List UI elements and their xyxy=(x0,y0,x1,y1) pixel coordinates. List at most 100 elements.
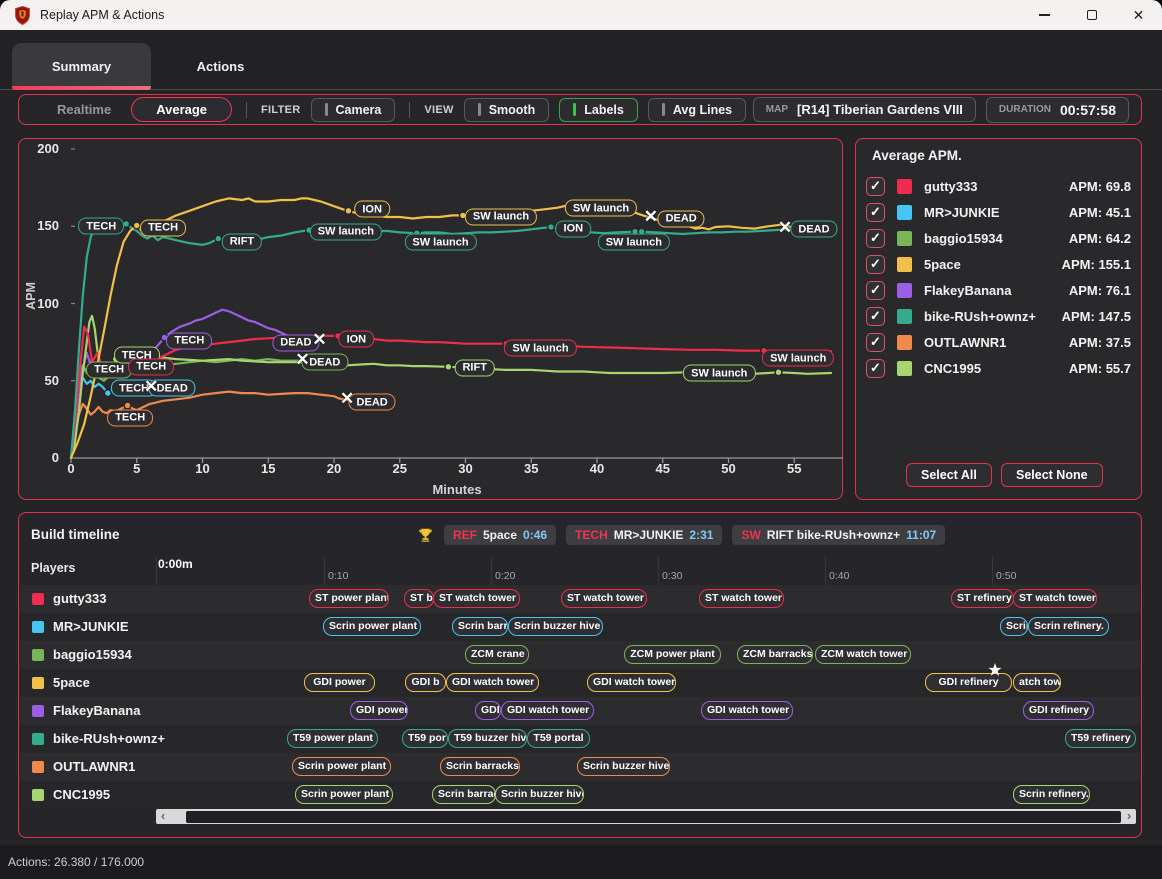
build-event-chip[interactable]: Scrin power plant xyxy=(292,757,391,776)
build-event-chip[interactable]: ST watch tower xyxy=(561,589,647,608)
build-event-chip[interactable]: Scrin xyxy=(1000,617,1028,636)
build-event-chip[interactable]: ST power plant xyxy=(309,589,389,608)
x-tick-label: 0 xyxy=(56,461,86,476)
build-event-chip[interactable]: GDI watch tower xyxy=(446,673,539,692)
build-event-chip[interactable]: T59 refinery xyxy=(1065,729,1136,748)
build-event-chip[interactable]: GDI xyxy=(475,701,501,720)
build-event-chip[interactable]: Scrin barracks xyxy=(440,757,520,776)
player-checkbox[interactable]: ✓ xyxy=(866,281,885,300)
y-tick-label: 0 xyxy=(27,450,59,465)
x-tick-label: 35 xyxy=(516,461,546,476)
build-event-chip[interactable]: Scrin buzzer hive xyxy=(508,617,603,636)
player-color-swatch xyxy=(897,335,912,350)
build-event-chip[interactable]: Scrin refinery. xyxy=(1028,617,1109,636)
event-label-chip: SW launch xyxy=(762,350,834,367)
maximize-button[interactable] xyxy=(1068,0,1115,30)
x-tick-label: 55 xyxy=(779,461,809,476)
trophy-icon xyxy=(417,527,434,544)
star-cursor-icon xyxy=(988,663,1002,682)
build-event-chip[interactable]: ST watch tower xyxy=(1013,589,1097,608)
y-tick-label: 100 xyxy=(27,296,59,311)
build-event-chip[interactable]: GDI power xyxy=(304,673,375,692)
build-event-chip[interactable]: ZCM crane xyxy=(465,645,529,664)
player-apm-value: APM: 76.1 xyxy=(1069,283,1131,298)
build-event-chip[interactable]: ST watch tower xyxy=(699,589,784,608)
toggle-indicator-icon xyxy=(662,103,665,116)
smooth-toggle-button[interactable]: Smooth xyxy=(464,98,550,122)
player-checkbox[interactable]: ✓ xyxy=(866,229,885,248)
player-checkbox[interactable]: ✓ xyxy=(866,307,885,326)
build-event-chip[interactable]: T59 por xyxy=(402,729,448,748)
y-tick-label: 200 xyxy=(27,141,59,156)
timeline-tick-label: 0:20 xyxy=(495,570,515,582)
player-apm-value: APM: 64.2 xyxy=(1069,231,1131,246)
build-event-chip[interactable]: Scrin power plant xyxy=(295,785,393,804)
camera-filter-button[interactable]: Camera xyxy=(311,98,396,122)
build-event-chip[interactable]: Scrin buzzer hive xyxy=(577,757,670,776)
build-event-chip[interactable]: ZCM barracks xyxy=(737,645,813,664)
scroll-left-icon[interactable]: ‹ xyxy=(156,809,170,824)
player-name: baggio15934 xyxy=(924,231,1069,246)
event-label-chip: DEAD xyxy=(790,221,837,238)
scroll-right-icon[interactable]: › xyxy=(1122,809,1136,824)
build-event-chip[interactable]: atch tower xyxy=(1013,673,1061,692)
event-label-chip: ION xyxy=(354,201,390,218)
event-label-chip: ION xyxy=(556,220,592,237)
realtime-toggle[interactable]: Realtime xyxy=(57,102,111,117)
build-event-chip[interactable]: GDI watch tower xyxy=(701,701,793,720)
build-event-chip[interactable]: Scrin barra xyxy=(452,617,508,636)
avg-lines-label: Avg Lines xyxy=(673,103,732,117)
timeline-row: baggio15934ZCM craneZCM power plantZCM b… xyxy=(20,641,1140,669)
scrollbar-thumb[interactable] xyxy=(186,811,1121,823)
player-checkbox[interactable]: ✓ xyxy=(866,333,885,352)
event-dot xyxy=(124,402,131,409)
average-toggle[interactable]: Average xyxy=(131,97,232,122)
build-event-chip[interactable]: Scrin power plant xyxy=(323,617,421,636)
legend-row: ✓ baggio15934APM: 64.2 xyxy=(866,225,1131,251)
player-checkbox[interactable]: ✓ xyxy=(866,177,885,196)
build-event-chip[interactable]: GDI b xyxy=(405,673,446,692)
build-event-chip[interactable]: GDI power xyxy=(350,701,408,720)
build-event-chip[interactable]: Scrin barrac xyxy=(432,785,496,804)
player-name: MR>JUNKIE xyxy=(924,205,1069,220)
x-tick-label: 5 xyxy=(122,461,152,476)
event-dot xyxy=(548,224,555,231)
build-event-chip[interactable]: GDI watch tower xyxy=(587,673,676,692)
build-event-chip[interactable]: T59 portal xyxy=(527,729,590,748)
player-checkbox[interactable]: ✓ xyxy=(866,255,885,274)
build-event-chip[interactable]: ZCM watch tower xyxy=(815,645,911,664)
player-color-swatch xyxy=(32,649,44,661)
build-event-chip[interactable]: Scrin refinery. xyxy=(1013,785,1090,804)
y-tick-label: 150 xyxy=(27,218,59,233)
player-checkbox[interactable]: ✓ xyxy=(866,359,885,378)
player-color-swatch xyxy=(32,621,44,633)
build-event-chip[interactable]: Scrin buzzer hive xyxy=(495,785,584,804)
build-event-chip[interactable]: ZCM power plant xyxy=(624,645,721,664)
build-event-chip[interactable]: ST b xyxy=(404,589,434,608)
build-event-chip[interactable]: T59 power plant xyxy=(287,729,378,748)
event-label-chip: SW launch xyxy=(310,223,382,240)
build-event-chip[interactable]: GDI refinery xyxy=(1023,701,1094,720)
player-apm-value: APM: 69.8 xyxy=(1069,179,1131,194)
minimize-icon xyxy=(1039,14,1050,15)
player-name: FlakeyBanana xyxy=(924,283,1069,298)
y-tick-label: 50 xyxy=(27,373,59,388)
tab-actions[interactable]: Actions xyxy=(151,43,290,89)
select-all-button[interactable]: Select All xyxy=(906,463,992,487)
minimize-button[interactable] xyxy=(1021,0,1068,30)
player-apm-value: APM: 155.1 xyxy=(1062,257,1131,272)
build-event-chip[interactable]: ST watch tower xyxy=(433,589,520,608)
tab-summary[interactable]: Summary xyxy=(12,43,151,89)
badge-player: RIFT bike-RUsh+ownz+ xyxy=(767,528,900,542)
build-event-chip[interactable]: ST refinery xyxy=(951,589,1014,608)
avg-lines-toggle-button[interactable]: Avg Lines xyxy=(648,98,746,122)
player-checkbox[interactable]: ✓ xyxy=(866,203,885,222)
death-x-marker: ✕ xyxy=(644,207,658,227)
build-event-chip[interactable]: GDI watch tower xyxy=(501,701,594,720)
close-button[interactable]: ✕ xyxy=(1115,0,1162,30)
apm-chart-plot[interactable]: TECHTECHRIFTSW launchIONSW launchSW laun… xyxy=(71,149,843,459)
select-none-button[interactable]: Select None xyxy=(1001,463,1103,487)
build-event-chip[interactable]: T59 buzzer hive xyxy=(448,729,527,748)
labels-toggle-button[interactable]: Labels xyxy=(559,98,638,122)
timeline-scrollbar[interactable]: ‹ › xyxy=(156,809,1136,824)
